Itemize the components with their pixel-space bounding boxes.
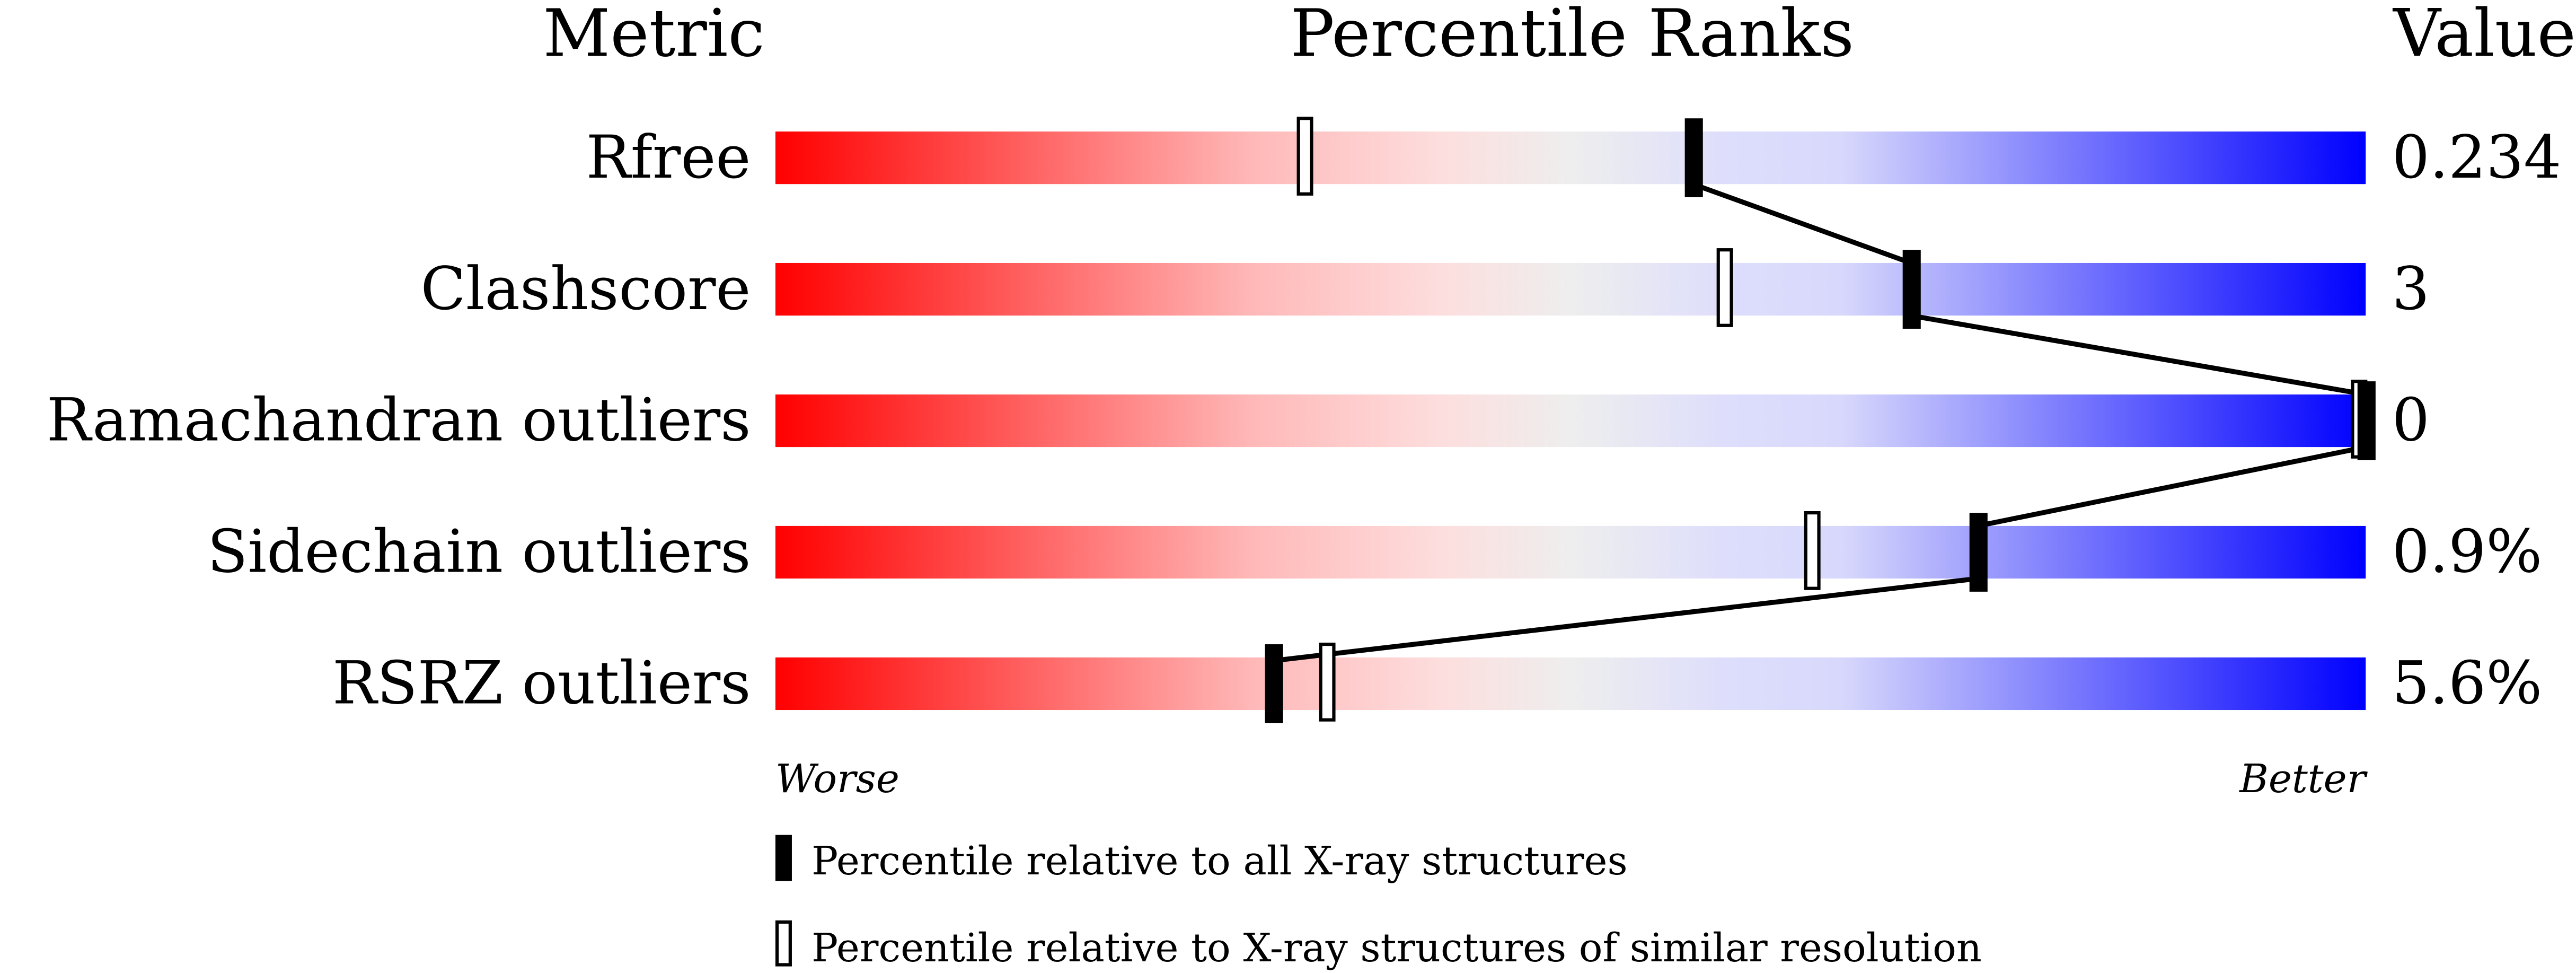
metric-value: 0.234 — [2392, 123, 2561, 192]
metric-label: RSRZ outliers — [332, 649, 751, 718]
metric-label: Sidechain outliers — [207, 518, 751, 586]
percentile-bar — [775, 657, 2366, 711]
legend-filled-marker-icon — [775, 835, 792, 881]
similar-resolution-marker — [1716, 248, 1733, 327]
similar-resolution-marker — [1319, 642, 1336, 722]
legend-filled-label: Percentile relative to all X-ray structu… — [811, 838, 1628, 884]
all-structures-marker — [1902, 250, 1921, 329]
metric-value: 5.6% — [2392, 649, 2542, 718]
percentile-bar — [775, 525, 2366, 579]
worse-label: Worse — [775, 756, 899, 802]
metric-value: 0 — [2392, 386, 2430, 455]
metric-label: Rfree — [586, 123, 751, 192]
percentile-bar — [775, 262, 2366, 316]
better-label: Better — [2238, 756, 2368, 802]
all-structures-marker — [1969, 513, 1988, 592]
metric-value: 0.9% — [2392, 518, 2542, 586]
percentile-bar — [775, 132, 2366, 185]
similar-resolution-marker — [1296, 117, 1313, 196]
similar-resolution-marker — [1804, 511, 1821, 590]
metric-label: Ramachandran outliers — [47, 386, 751, 455]
percentile-bar — [775, 394, 2366, 448]
metric-value: 3 — [2392, 255, 2430, 323]
metric-label: Clashscore — [420, 255, 751, 323]
value-header: Value — [2392, 0, 2576, 72]
all-structures-marker — [2357, 381, 2376, 460]
percentile-ranks-header: Percentile Ranks — [1290, 0, 1854, 72]
all-structures-marker — [1684, 118, 1703, 197]
all-structures-marker — [1265, 644, 1283, 723]
legend-open-label: Percentile relative to X-ray structures … — [811, 925, 1982, 971]
metric-header: Metric — [543, 0, 764, 72]
legend-open-marker-icon — [775, 920, 792, 967]
